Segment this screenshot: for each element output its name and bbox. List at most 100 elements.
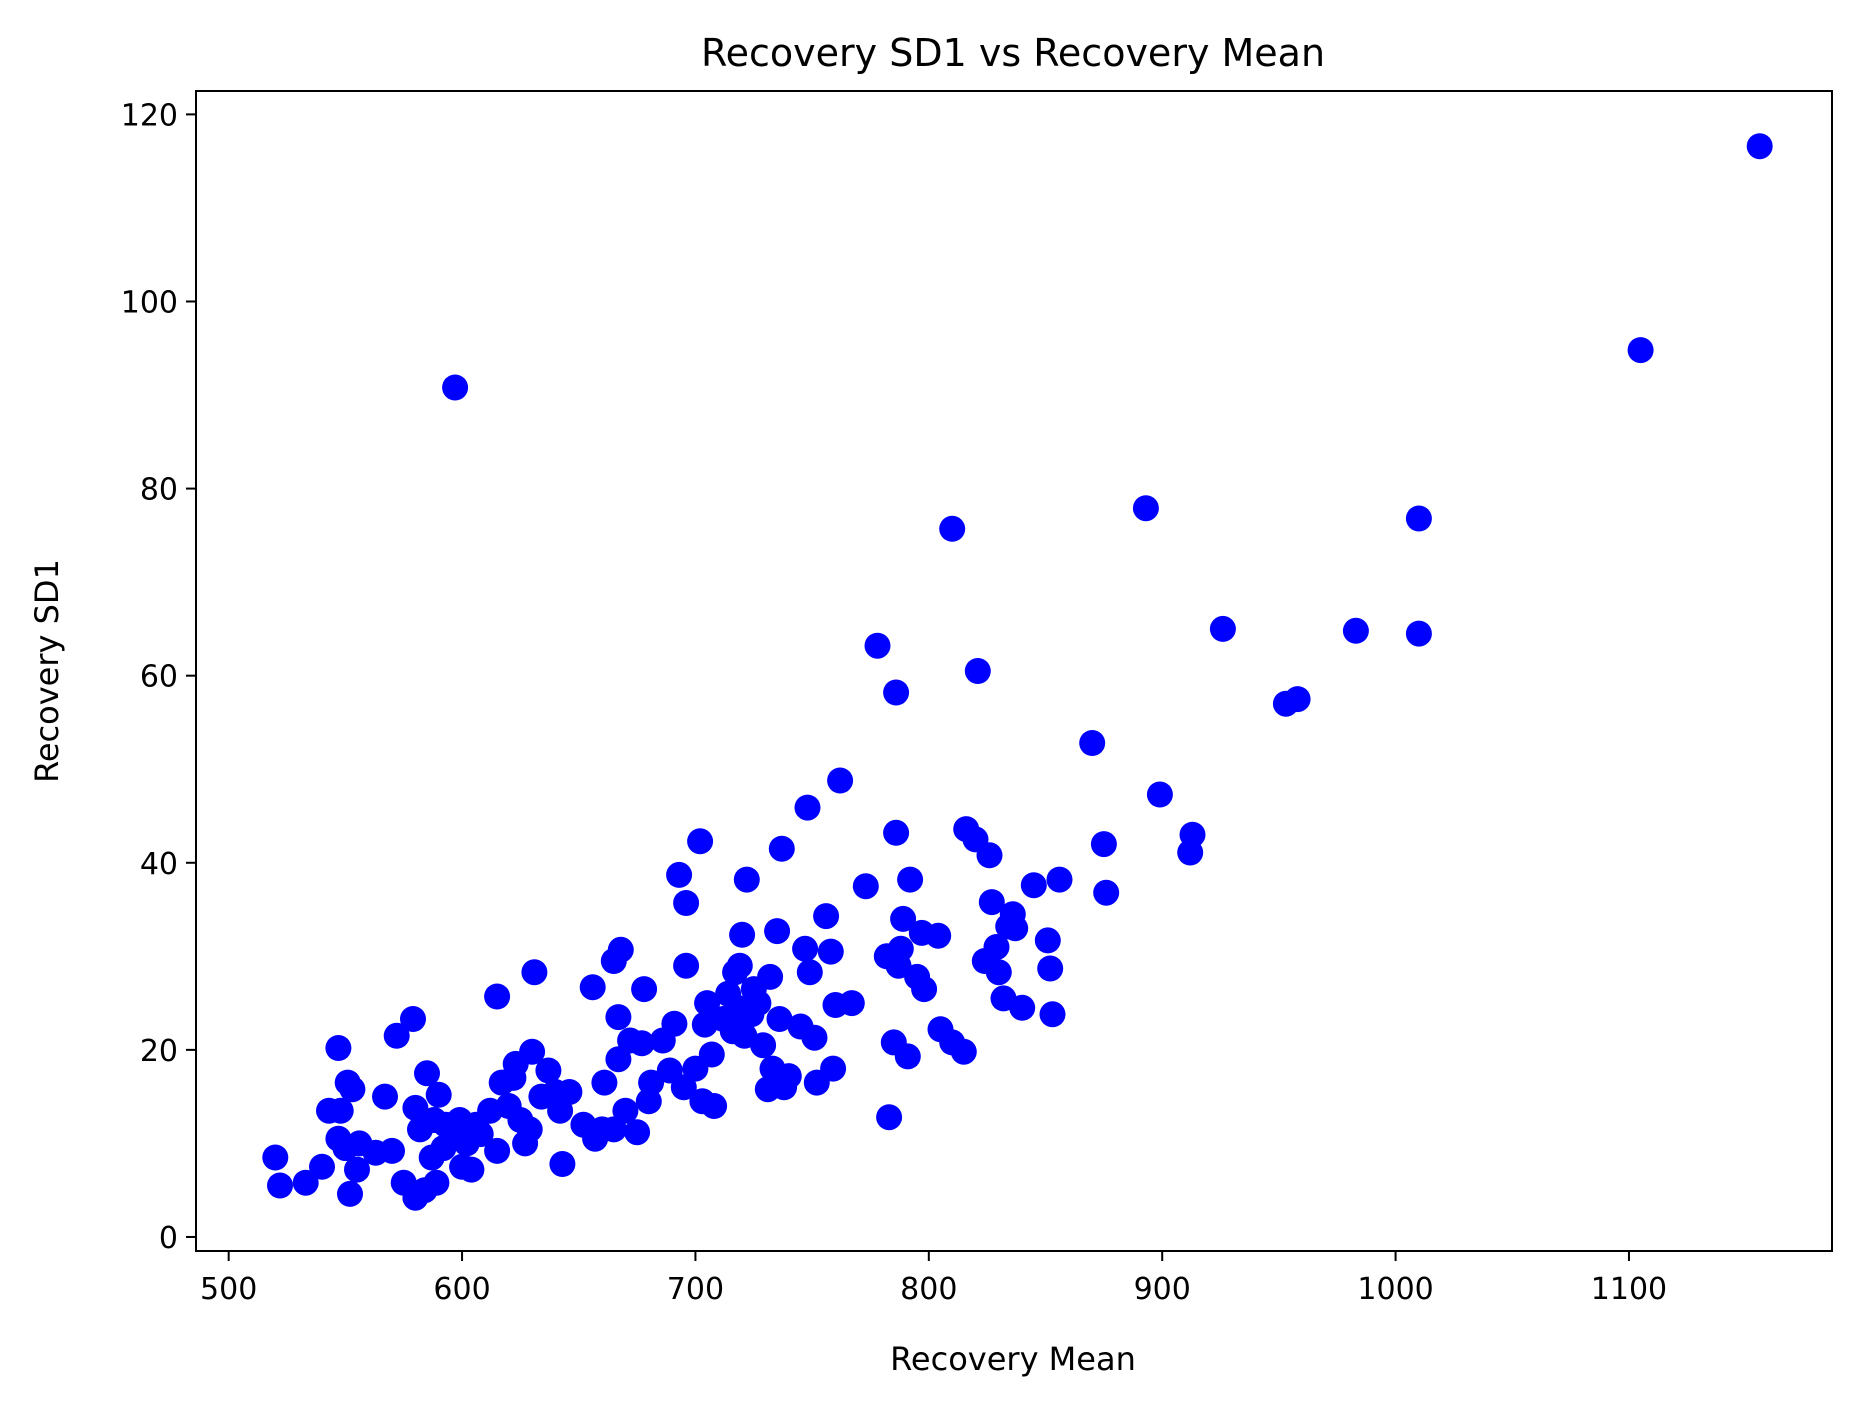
data-point bbox=[897, 866, 924, 893]
y-axis: 0 20 40 60 80 100 120 bbox=[121, 98, 196, 1256]
data-point bbox=[267, 1172, 293, 1199]
data-point bbox=[521, 959, 548, 986]
data-point bbox=[925, 922, 952, 949]
data-point bbox=[670, 1074, 697, 1101]
data-point bbox=[1627, 337, 1654, 364]
data-point bbox=[628, 1030, 655, 1057]
data-point bbox=[950, 1038, 977, 1065]
data-point bbox=[768, 835, 795, 862]
points-layer bbox=[262, 133, 1773, 1211]
data-point bbox=[1034, 927, 1061, 954]
data-point bbox=[605, 1046, 632, 1073]
x-tick-label: 600 bbox=[433, 1272, 490, 1307]
data-point bbox=[458, 1156, 485, 1183]
data-point bbox=[467, 1121, 494, 1148]
data-point bbox=[414, 1060, 440, 1087]
data-point bbox=[556, 1079, 583, 1105]
data-point bbox=[838, 990, 865, 1017]
data-point bbox=[1037, 955, 1064, 982]
data-point bbox=[694, 990, 721, 1017]
data-point bbox=[1342, 617, 1369, 644]
data-point bbox=[745, 990, 772, 1017]
y-tick-label: 0 bbox=[159, 1221, 178, 1256]
data-point bbox=[792, 935, 819, 962]
data-point bbox=[794, 794, 821, 821]
data-point bbox=[339, 1076, 366, 1103]
data-point bbox=[883, 819, 910, 846]
data-point bbox=[883, 679, 910, 706]
data-point bbox=[262, 1144, 289, 1171]
data-point bbox=[442, 374, 469, 401]
y-tick-label: 60 bbox=[140, 660, 178, 695]
data-point bbox=[876, 1104, 903, 1131]
data-point bbox=[887, 935, 914, 962]
data-point bbox=[1002, 915, 1029, 942]
x-tick-label: 800 bbox=[900, 1272, 957, 1307]
data-point bbox=[964, 658, 991, 684]
data-point bbox=[1009, 994, 1036, 1021]
chart-title: Recovery SD1 vs Recovery Mean bbox=[701, 31, 1325, 75]
data-point bbox=[549, 1151, 576, 1177]
data-point bbox=[673, 952, 700, 979]
data-point bbox=[983, 934, 1010, 960]
data-point bbox=[890, 905, 917, 932]
data-point bbox=[764, 918, 791, 945]
data-point bbox=[729, 921, 756, 948]
data-point bbox=[864, 632, 891, 659]
x-axis: 500 600 700 800 900 1000 1100 bbox=[200, 1251, 1667, 1307]
x-tick-label: 500 bbox=[200, 1272, 257, 1307]
data-point bbox=[579, 974, 606, 1001]
data-point bbox=[383, 1022, 410, 1049]
data-point bbox=[766, 1006, 793, 1032]
data-point bbox=[612, 1097, 639, 1124]
data-point bbox=[292, 1169, 319, 1196]
data-point bbox=[638, 1069, 665, 1096]
data-point bbox=[1132, 495, 1159, 522]
data-point bbox=[1209, 615, 1236, 642]
data-point bbox=[1146, 781, 1173, 808]
data-point bbox=[817, 938, 844, 965]
data-point bbox=[535, 1057, 562, 1084]
data-point bbox=[1284, 686, 1311, 713]
data-point bbox=[701, 1093, 728, 1119]
y-tick-label: 40 bbox=[140, 847, 178, 882]
data-point bbox=[309, 1153, 335, 1180]
y-tick-label: 100 bbox=[121, 285, 178, 320]
data-point bbox=[827, 767, 854, 794]
data-point bbox=[1046, 866, 1073, 893]
data-point bbox=[1405, 505, 1432, 532]
data-point bbox=[939, 515, 966, 542]
y-axis-label: Recovery SD1 bbox=[28, 559, 66, 783]
x-axis-label: Recovery Mean bbox=[890, 1340, 1136, 1378]
data-point bbox=[978, 889, 1005, 916]
data-point bbox=[687, 828, 714, 855]
x-tick-label: 900 bbox=[1134, 1272, 1191, 1307]
data-point bbox=[820, 1055, 847, 1082]
data-point bbox=[325, 1035, 352, 1061]
data-point bbox=[372, 1083, 398, 1110]
data-point bbox=[666, 861, 693, 888]
y-tick-label: 120 bbox=[121, 98, 178, 133]
data-point bbox=[516, 1116, 543, 1143]
data-point bbox=[673, 890, 700, 916]
data-point bbox=[813, 903, 840, 930]
data-point bbox=[1039, 1001, 1066, 1028]
data-point bbox=[484, 983, 511, 1010]
data-point bbox=[1093, 879, 1120, 906]
data-point bbox=[484, 1137, 511, 1164]
data-point bbox=[1079, 730, 1106, 756]
data-point bbox=[894, 1043, 921, 1070]
data-point bbox=[775, 1063, 802, 1090]
data-point bbox=[698, 1041, 725, 1068]
data-point bbox=[1405, 620, 1432, 647]
data-point bbox=[327, 1097, 354, 1124]
data-point bbox=[661, 1010, 688, 1037]
data-point bbox=[796, 959, 823, 986]
y-tick-label: 20 bbox=[140, 1034, 178, 1069]
data-point bbox=[911, 976, 938, 1003]
data-point bbox=[757, 963, 784, 990]
data-point bbox=[976, 842, 1003, 869]
data-point bbox=[400, 1006, 426, 1032]
